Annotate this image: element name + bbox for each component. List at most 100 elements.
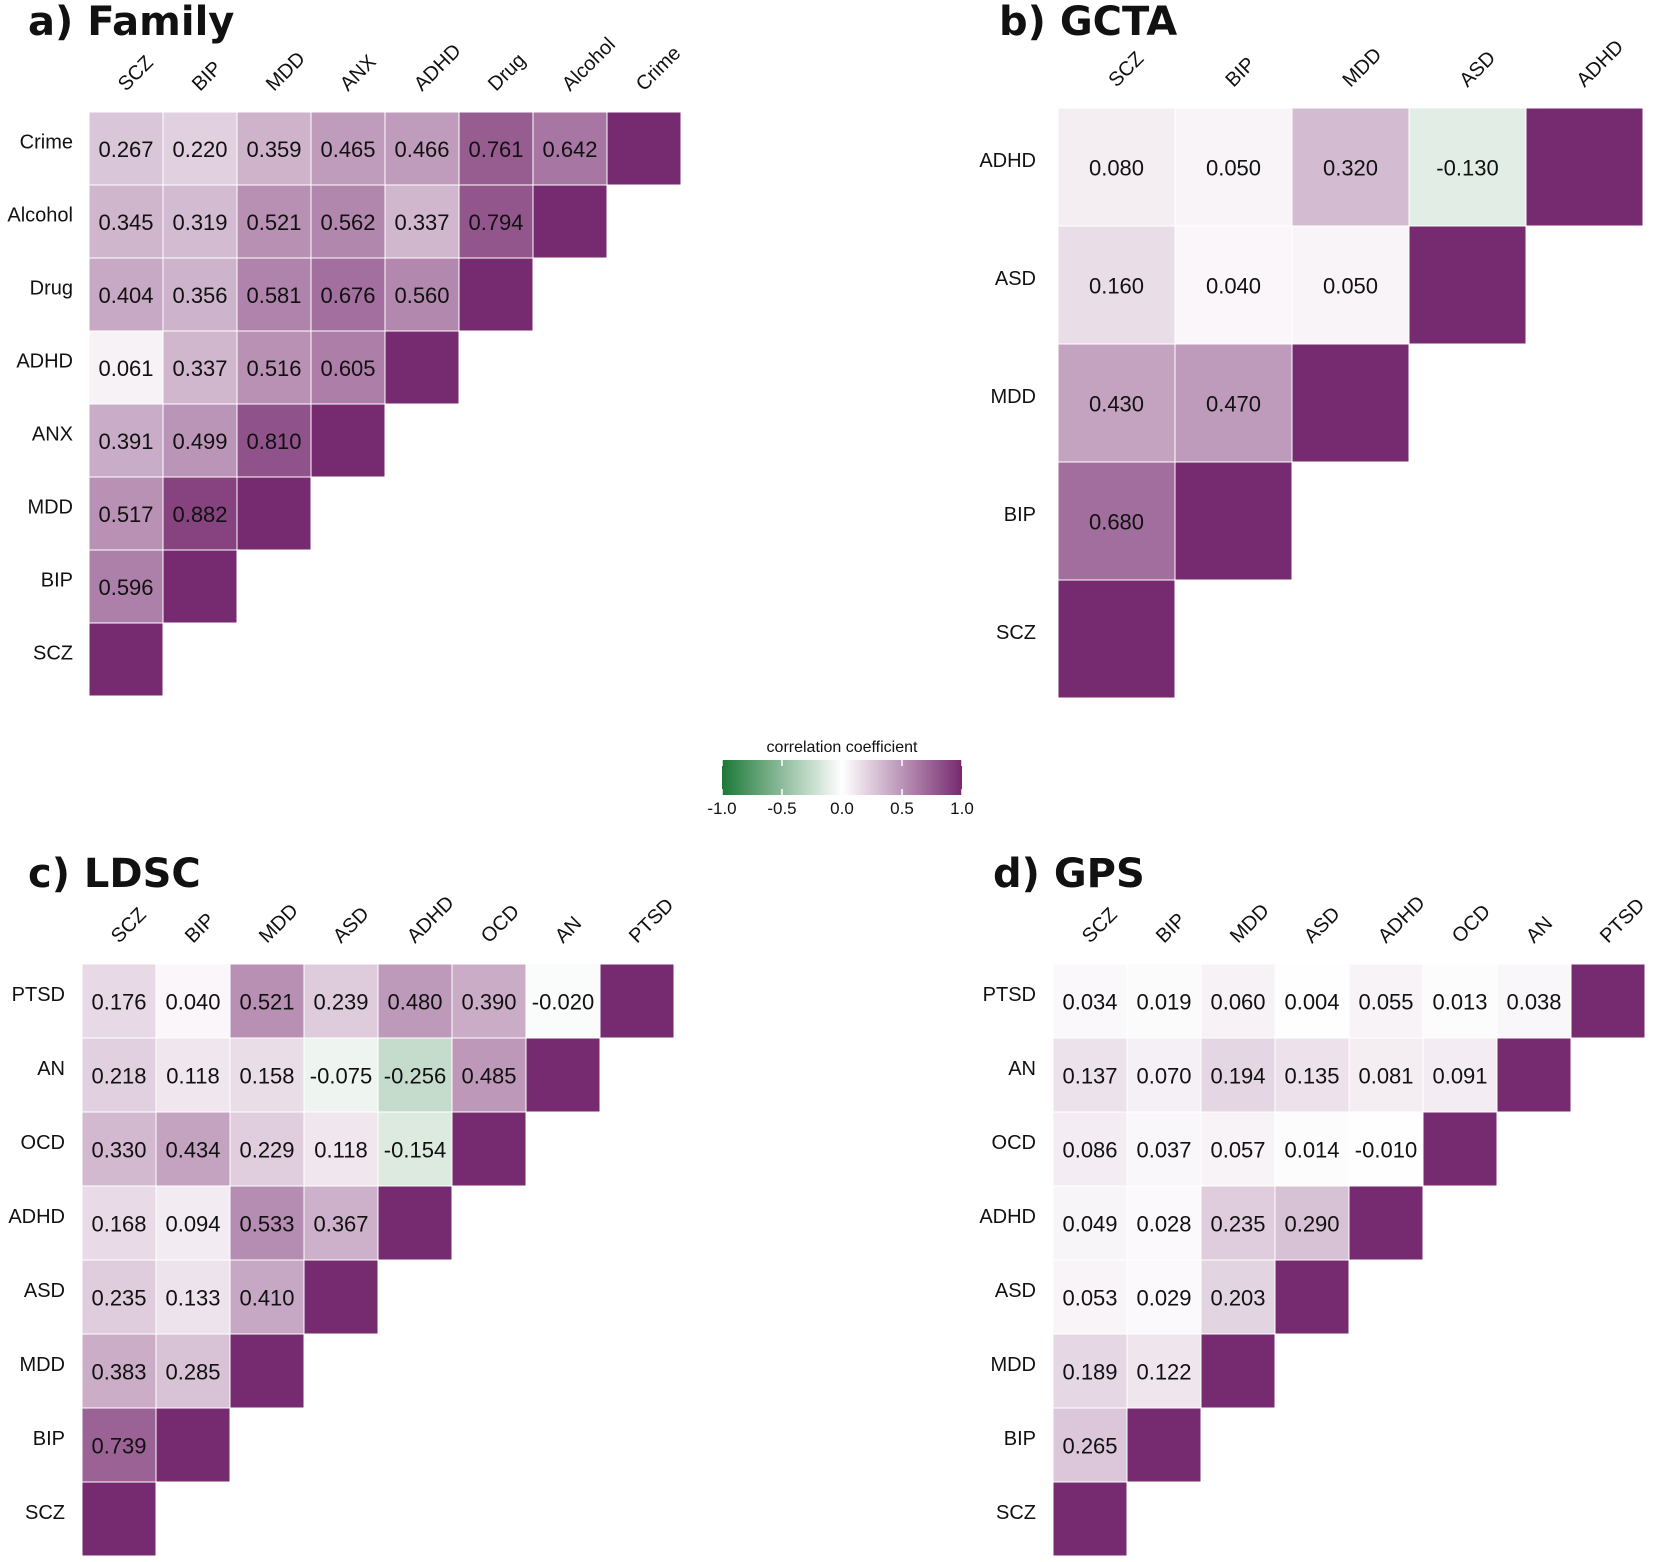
cell-value-label: 0.337 [394, 210, 449, 235]
cell-value-label: 0.521 [239, 990, 294, 1015]
heatmap-cell [236, 403, 312, 478]
heatmap-cell [229, 1259, 305, 1335]
column-label: BIP [1152, 909, 1190, 947]
cell-value-label: 0.061 [98, 356, 153, 381]
cell-value-label: 0.390 [461, 990, 516, 1015]
heatmap-diagonal-cell [1057, 579, 1176, 699]
row-label: MDD [990, 1354, 1036, 1376]
row-label: MDD [19, 1354, 65, 1376]
column-label: ADHD [403, 892, 459, 948]
heatmap-diagonal-cell [81, 1481, 157, 1557]
column-label: MDD [255, 900, 303, 948]
cell-value-label: 0.091 [1432, 1064, 1487, 1089]
heatmap-diagonal-cell [599, 963, 675, 1039]
cell-value-label: 0.465 [320, 137, 375, 162]
cell-value-label: 0.229 [239, 1138, 294, 1163]
column-label: BIP [181, 909, 219, 947]
cell-value-label: 0.265 [1062, 1434, 1117, 1459]
cell-value-label: 0.330 [91, 1138, 146, 1163]
cell-value-label: 0.049 [1062, 1212, 1117, 1237]
row-label: MDD [990, 386, 1036, 408]
row-label: OCD [992, 1132, 1036, 1154]
heatmap-cell [1274, 963, 1350, 1039]
heatmap-cell [162, 257, 238, 332]
column-label: SCZ [1078, 904, 1122, 948]
heatmap-cell [303, 963, 379, 1039]
legend-tick-label: 1.0 [950, 799, 974, 818]
column-label: ASD [329, 903, 374, 948]
cell-value-label: 0.430 [1089, 392, 1144, 417]
column-label: ADHD [1572, 36, 1628, 92]
column-label: ASD [1455, 47, 1500, 92]
cell-value-label: 0.596 [98, 575, 153, 600]
heatmap-cell [1052, 1259, 1128, 1335]
row-label: ASD [24, 1280, 65, 1302]
column-label: MDD [1226, 900, 1274, 948]
heatmap-cell [155, 1185, 231, 1261]
heatmap-cell [1422, 963, 1498, 1039]
cell-value-label: 0.383 [91, 1360, 146, 1385]
heatmap-cell [1126, 1111, 1202, 1187]
row-label: ADHD [979, 1206, 1036, 1228]
heatmap-diagonal-cell [1274, 1259, 1350, 1335]
cell-value-label: 0.040 [1206, 274, 1261, 299]
cell-value-label: 0.057 [1210, 1138, 1265, 1163]
heatmap-cell [1348, 1037, 1424, 1113]
heatmap-cell [377, 1111, 453, 1187]
cell-value-label: -0.256 [384, 1064, 446, 1089]
heatmap-cell [88, 184, 164, 259]
heatmap-diagonal-cell [377, 1185, 453, 1261]
heatmap-cell [229, 1111, 305, 1187]
row-label: PTSD [983, 984, 1036, 1006]
cell-value-label: 0.218 [91, 1064, 146, 1089]
cell-value-label: 0.642 [542, 137, 597, 162]
heatmap-cell [236, 111, 312, 186]
heatmap-diagonal-cell [606, 111, 682, 186]
cell-value-label: 0.070 [1136, 1064, 1191, 1089]
heatmap-cell [377, 963, 453, 1039]
heatmap-diagonal-cell [1126, 1407, 1202, 1483]
heatmap-cell [1291, 225, 1410, 345]
heatmap-cell [155, 963, 231, 1039]
row-label: BIP [41, 570, 73, 592]
heatmap-cell [1200, 1259, 1276, 1335]
row-label: AN [37, 1058, 65, 1080]
cell-value-label: 0.810 [246, 429, 301, 454]
row-label: SCZ [25, 1502, 65, 1524]
row-label: Crime [20, 132, 73, 154]
cell-value-label: 0.356 [172, 283, 227, 308]
cell-value-label: 0.560 [394, 283, 449, 308]
column-label: BIP [188, 57, 226, 95]
column-label: SCZ [107, 904, 151, 948]
heatmap-cell [532, 111, 608, 186]
cell-value-label: 0.118 [314, 1138, 367, 1163]
heatmap-cell [310, 330, 386, 405]
row-label: ANX [32, 424, 73, 446]
heatmap-cell [1174, 343, 1293, 463]
heatmap-cell [155, 1333, 231, 1409]
heatmap-diagonal-cell [525, 1037, 601, 1113]
heatmap-diagonal-cell [310, 403, 386, 478]
cell-value-label: -0.130 [1436, 156, 1498, 181]
column-label: ASD [1300, 903, 1345, 948]
heatmap-cell [81, 1037, 157, 1113]
column-label: Drug [484, 49, 530, 95]
heatmap-cell [458, 184, 534, 259]
cell-value-label: 0.080 [1089, 156, 1144, 181]
row-label: ADHD [979, 150, 1036, 172]
column-label: AN [1522, 912, 1557, 947]
cell-value-label: 0.194 [1210, 1064, 1265, 1089]
cell-value-label: 0.122 [1136, 1360, 1191, 1385]
cell-value-label: 0.037 [1136, 1138, 1191, 1163]
heatmap-cell [88, 403, 164, 478]
cell-value-label: 0.605 [320, 356, 375, 381]
heatmap-diagonal-cell [451, 1111, 527, 1187]
cell-value-label: 0.516 [246, 356, 301, 381]
cell-value-label: 0.014 [1284, 1138, 1339, 1163]
cell-value-label: 0.345 [98, 210, 153, 235]
heatmap-cell [81, 1333, 157, 1409]
cell-value-label: 0.290 [1284, 1212, 1339, 1237]
cell-value-label: 0.060 [1210, 990, 1265, 1015]
